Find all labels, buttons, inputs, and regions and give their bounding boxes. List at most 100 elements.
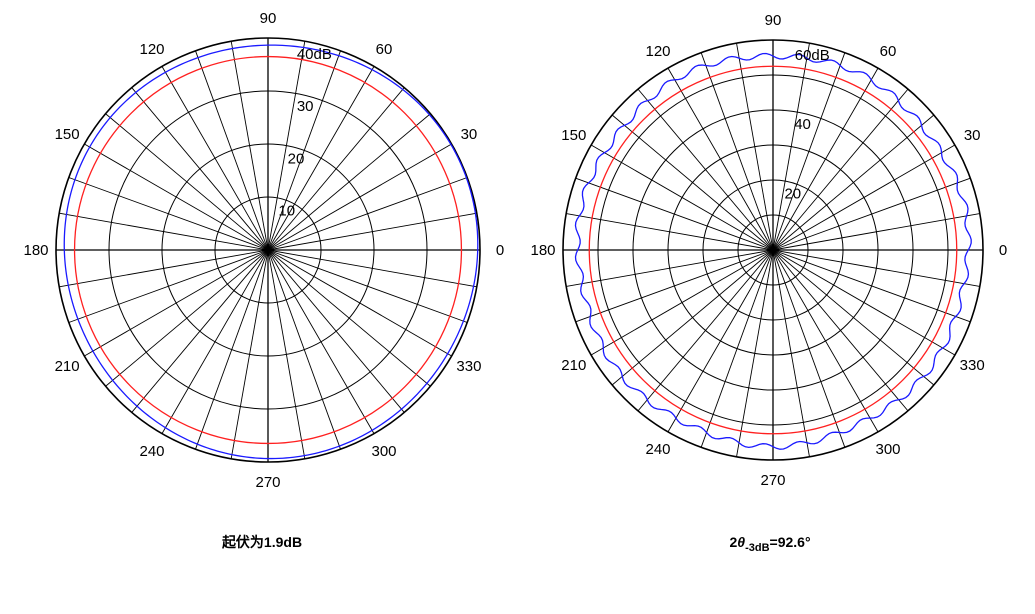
blue-pattern — [63, 44, 479, 460]
spoke-330 — [772, 249, 956, 356]
spoke-240 — [161, 249, 269, 434]
spoke-120 — [667, 67, 774, 251]
angle-label-30: 30 — [964, 127, 981, 144]
angle-label-330: 330 — [960, 357, 985, 374]
spoke-230 — [131, 249, 269, 413]
spoke-200 — [575, 249, 774, 323]
spoke-300 — [772, 249, 879, 433]
spoke-10 — [772, 213, 980, 251]
radial-label-3: 40dB — [297, 46, 332, 63]
angle-label-120: 120 — [645, 43, 670, 60]
spoke-350 — [772, 249, 980, 287]
spoke-170 — [566, 213, 774, 251]
spoke-200 — [68, 249, 269, 323]
spoke-210 — [84, 249, 269, 357]
radial-label-1: 40 — [794, 116, 811, 133]
blue-pattern — [574, 52, 972, 450]
radial-label-0: 20 — [784, 186, 801, 203]
spoke-150 — [84, 143, 269, 251]
spoke-130 — [131, 87, 269, 251]
angle-label-210: 210 — [561, 357, 586, 374]
spoke-250 — [700, 249, 774, 448]
spoke-220 — [105, 249, 269, 387]
spoke-60 — [267, 66, 375, 251]
spoke-260 — [230, 249, 269, 459]
spoke-310 — [772, 249, 909, 412]
spoke-100 — [230, 41, 269, 251]
caption-right-symbol: θ — [737, 534, 745, 550]
spoke-320 — [772, 249, 935, 386]
spoke-100 — [736, 43, 774, 251]
spoke-80 — [267, 41, 306, 251]
angle-label-180: 180 — [23, 242, 48, 259]
radial-label-2: 30 — [297, 98, 314, 115]
angle-label-150: 150 — [561, 127, 586, 144]
angle-label-0: 0 — [999, 242, 1007, 259]
spoke-10 — [267, 212, 477, 251]
spoke-260 — [736, 249, 774, 457]
angle-label-240: 240 — [139, 443, 164, 460]
spoke-50 — [772, 88, 909, 251]
spoke-120 — [161, 66, 269, 251]
red-pattern — [588, 65, 958, 435]
spoke-30 — [267, 143, 452, 251]
angle-label-300: 300 — [371, 443, 396, 460]
spoke-160 — [68, 177, 269, 251]
spoke-40 — [772, 114, 935, 251]
angle-label-0: 0 — [496, 242, 504, 259]
angle-label-270: 270 — [760, 472, 785, 489]
spoke-220 — [611, 249, 774, 386]
spoke-190 — [59, 249, 269, 288]
angle-label-60: 60 — [376, 41, 393, 58]
spoke-170 — [59, 212, 269, 251]
angle-label-270: 270 — [255, 474, 280, 491]
spoke-340 — [772, 249, 971, 323]
spoke-240 — [667, 249, 774, 433]
spoke-350 — [267, 249, 477, 288]
spoke-280 — [772, 249, 810, 457]
angle-label-210: 210 — [55, 358, 80, 375]
spoke-110 — [195, 50, 269, 251]
angle-label-90: 90 — [765, 12, 782, 29]
spoke-250 — [195, 249, 269, 450]
angle-label-240: 240 — [645, 441, 670, 458]
spoke-60 — [772, 67, 879, 251]
spoke-320 — [267, 249, 431, 387]
caption-left: 起伏为1.9dB — [221, 534, 302, 550]
angle-label-120: 120 — [139, 41, 164, 58]
radial-label-2: 60dB — [795, 47, 830, 64]
spoke-340 — [267, 249, 468, 323]
caption-right-subscript: -3dB — [745, 542, 770, 554]
radial-label-1: 20 — [288, 150, 305, 167]
angle-label-300: 300 — [875, 441, 900, 458]
angle-label-90: 90 — [260, 10, 277, 27]
radial-label-0: 10 — [278, 203, 295, 220]
spoke-130 — [637, 88, 774, 251]
angle-label-150: 150 — [55, 126, 80, 143]
spoke-70 — [267, 50, 341, 251]
spoke-330 — [267, 249, 452, 357]
spoke-40 — [267, 113, 431, 251]
angle-label-330: 330 — [456, 358, 481, 375]
caption-right-prefix: 2 — [729, 534, 737, 550]
caption-right: 2θ-3dB=92.6° — [729, 534, 810, 554]
spoke-290 — [772, 249, 846, 448]
red-pattern — [73, 55, 463, 445]
spoke-190 — [566, 249, 774, 287]
spoke-140 — [105, 113, 269, 251]
polar-chart-left: 0 30 60 90 120 150 180 210 240 270 300 330 10 20 30 40d… — [23, 10, 504, 491]
spoke-70 — [772, 52, 846, 251]
spoke-310 — [267, 249, 405, 413]
spoke-210 — [590, 249, 774, 356]
angle-label-30: 30 — [461, 126, 478, 143]
spoke-30 — [772, 144, 956, 251]
spoke-20 — [772, 177, 971, 251]
angle-label-180: 180 — [530, 242, 555, 259]
spoke-110 — [700, 52, 774, 251]
spoke-280 — [267, 249, 306, 459]
caption-right-value: =92.6° — [770, 534, 811, 550]
angle-label-60: 60 — [880, 43, 897, 60]
spoke-290 — [267, 249, 341, 450]
spoke-160 — [575, 177, 774, 251]
